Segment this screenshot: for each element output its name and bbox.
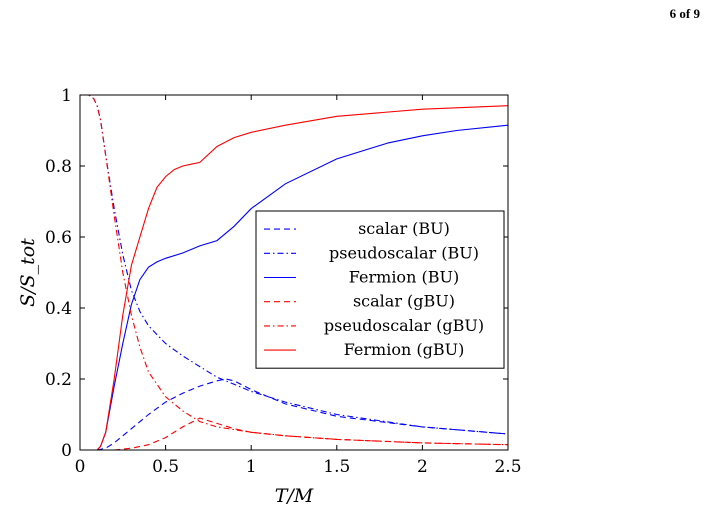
legend-label: scalar (gBU): [353, 292, 455, 311]
series-line-5: [80, 105, 509, 451]
y-tick-label: 0.2: [45, 370, 72, 390]
x-axis-label: T/M: [275, 485, 314, 507]
series-line-2: [80, 124, 509, 451]
series-line-0: [96, 378, 509, 451]
page-number: 6 of 9: [669, 6, 700, 21]
legend-label: scalar (BU): [358, 219, 450, 238]
y-tick-label: 0: [61, 441, 72, 461]
y-tick-label: 0.8: [45, 157, 72, 177]
y-tick-label: 0.6: [45, 228, 72, 248]
y-tick-label: 0.4: [45, 299, 72, 319]
y-tick-label: 1: [61, 86, 72, 106]
x-tick-label: 2.5: [494, 457, 521, 477]
x-tick-label: 0.5: [152, 457, 179, 477]
legend-label: Fermion (gBU): [344, 340, 465, 359]
plot-frame: [79, 94, 509, 451]
legend-box: [255, 210, 505, 369]
x-tick-label: 0: [75, 457, 86, 477]
legend-label: pseudoscalar (BU): [329, 243, 479, 262]
legend: scalar (BU) pseudoscalar (BU) Fermion (BU)…: [255, 210, 505, 369]
legend-label: Fermion (BU): [349, 268, 459, 287]
series-line-4: [80, 94, 509, 446]
x-tick-label: 1.5: [323, 457, 350, 477]
y-axis-label: S/S_tot: [17, 238, 39, 307]
x-tick-label: 1: [246, 457, 257, 477]
legend-label: pseudoscalar (gBU): [324, 316, 484, 335]
series-line-3: [114, 417, 509, 451]
x-tick-label: 2: [417, 457, 428, 477]
